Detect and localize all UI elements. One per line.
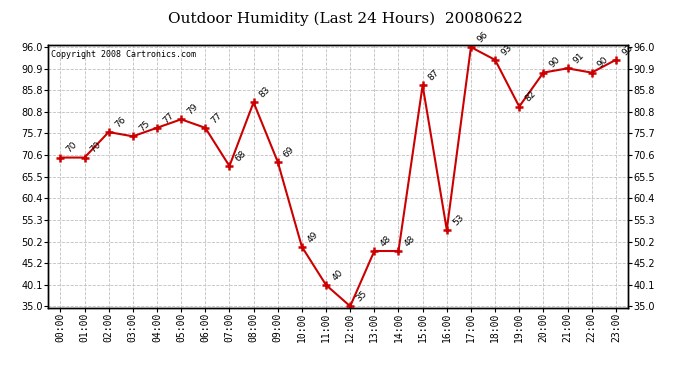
Text: 48: 48 <box>403 234 417 248</box>
Text: 70: 70 <box>89 140 104 155</box>
Text: 77: 77 <box>210 111 224 125</box>
Text: 75: 75 <box>137 119 152 134</box>
Text: 40: 40 <box>331 268 344 282</box>
Text: Outdoor Humidity (Last 24 Hours)  20080622: Outdoor Humidity (Last 24 Hours) 2008062… <box>168 11 522 26</box>
Text: 68: 68 <box>234 149 248 163</box>
Text: 91: 91 <box>572 51 586 66</box>
Text: 83: 83 <box>258 85 273 100</box>
Text: 90: 90 <box>596 56 611 70</box>
Text: 76: 76 <box>113 115 128 129</box>
Text: 35: 35 <box>355 289 369 303</box>
Text: 69: 69 <box>282 144 297 159</box>
Text: 79: 79 <box>186 102 200 117</box>
Text: 77: 77 <box>161 111 176 125</box>
Text: 96: 96 <box>475 30 490 44</box>
Text: 87: 87 <box>427 68 442 82</box>
Text: 49: 49 <box>306 230 320 244</box>
Text: 93: 93 <box>620 43 635 57</box>
Text: 48: 48 <box>379 234 393 248</box>
Text: 90: 90 <box>548 56 562 70</box>
Text: 93: 93 <box>500 43 514 57</box>
Text: 70: 70 <box>65 140 79 155</box>
Text: Copyright 2008 Cartronics.com: Copyright 2008 Cartronics.com <box>51 50 196 59</box>
Text: 53: 53 <box>451 213 466 227</box>
Text: 82: 82 <box>524 89 538 104</box>
